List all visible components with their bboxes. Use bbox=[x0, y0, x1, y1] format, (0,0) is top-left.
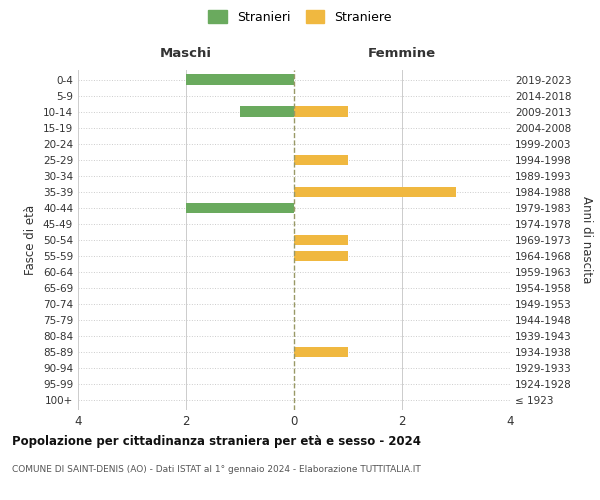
Text: Femmine: Femmine bbox=[368, 47, 436, 60]
Bar bbox=[186, 74, 294, 85]
Bar bbox=[294, 186, 456, 197]
Legend: Stranieri, Straniere: Stranieri, Straniere bbox=[205, 6, 395, 28]
Bar bbox=[294, 154, 348, 165]
Bar bbox=[294, 106, 348, 117]
Text: Popolazione per cittadinanza straniera per età e sesso - 2024: Popolazione per cittadinanza straniera p… bbox=[12, 435, 421, 448]
Bar bbox=[294, 235, 348, 245]
Y-axis label: Anni di nascita: Anni di nascita bbox=[580, 196, 593, 284]
Bar bbox=[240, 106, 294, 117]
Text: Maschi: Maschi bbox=[160, 47, 212, 60]
Bar bbox=[186, 202, 294, 213]
Bar bbox=[294, 347, 348, 358]
Bar bbox=[294, 251, 348, 261]
Y-axis label: Fasce di età: Fasce di età bbox=[25, 205, 37, 275]
Text: COMUNE DI SAINT-DENIS (AO) - Dati ISTAT al 1° gennaio 2024 - Elaborazione TUTTIT: COMUNE DI SAINT-DENIS (AO) - Dati ISTAT … bbox=[12, 465, 421, 474]
